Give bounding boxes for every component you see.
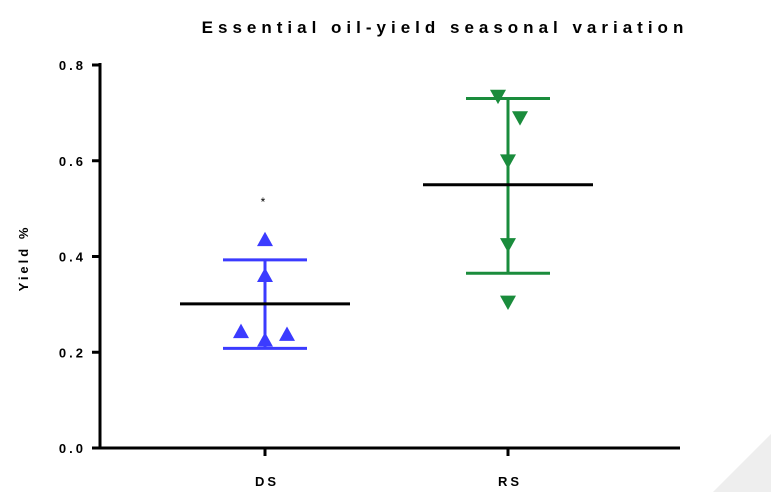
data-point: [233, 323, 249, 339]
data-point: [279, 326, 295, 341]
y-tick-label: 0.6: [59, 154, 86, 169]
y-tick-label: 0.2: [59, 345, 86, 360]
chart-title: Essential oil-yield seasonal variation: [202, 18, 689, 37]
y-tick-label: 0.0: [59, 441, 86, 456]
data-point: [512, 111, 528, 126]
x-tick-label: DS: [255, 474, 279, 489]
data-point: [257, 267, 273, 283]
y-axis-label: Yield %: [16, 225, 31, 292]
x-ticks: DS RS: [255, 448, 522, 489]
data-point: [500, 295, 516, 310]
significance-marker: *: [261, 195, 266, 209]
data-point: [500, 238, 516, 253]
y-tick-label: 0.8: [59, 58, 86, 73]
data-point: [257, 231, 273, 247]
data-marks: [180, 89, 593, 350]
data-point: [500, 154, 516, 169]
x-tick-label: RS: [498, 474, 522, 489]
data-point: [490, 89, 506, 105]
data-point: [257, 332, 273, 347]
y-tick-label: 0.4: [59, 250, 86, 265]
annotations: *: [261, 195, 266, 209]
y-ticks: 0.0 0.2 0.4 0.6 0.8: [59, 58, 100, 456]
page-corner-fold: [713, 434, 771, 492]
